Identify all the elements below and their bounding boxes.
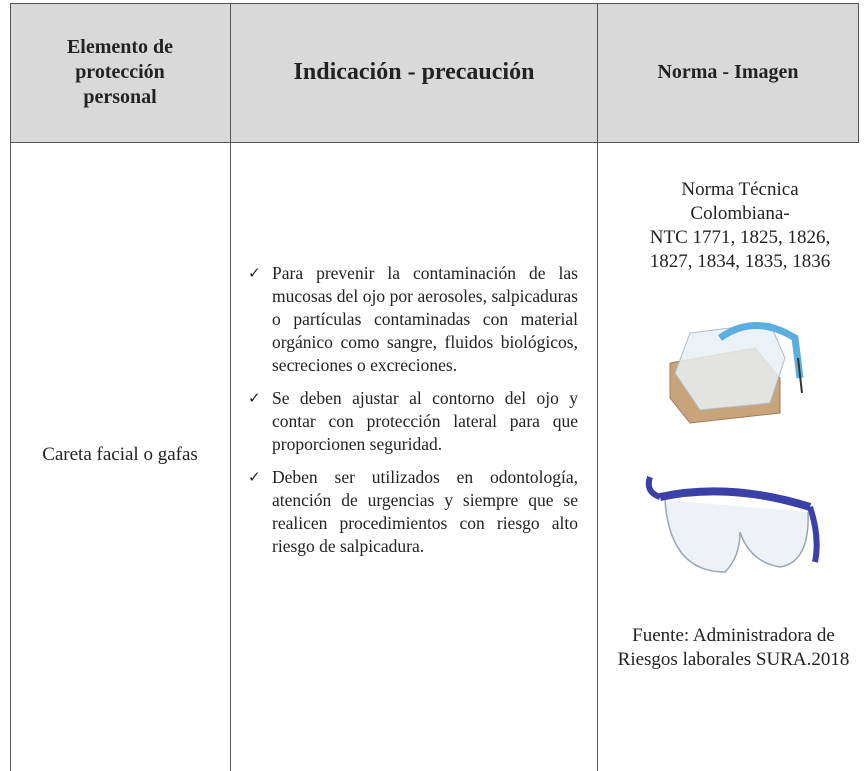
header-cell: Indicación - precaución [231,3,597,142]
indication-list: Para prevenir la contaminación de las mu… [248,262,578,568]
indication: Para prevenir la contaminación de las mu… [248,262,578,377]
glasses-image [645,476,820,573]
border [858,3,859,143]
border [230,3,231,771]
element-text: Careta facial o gafas [42,444,198,465]
header-cell: Norma - Imagen [598,3,858,142]
border [597,3,598,771]
header-text: Indicación - precaución [293,59,535,85]
header-cell: Elemento de protección personal [40,3,200,142]
border [10,3,11,771]
header-background [10,3,858,142]
face-shield-image [669,322,804,424]
header-text: Elemento de protección personal [66,36,174,108]
element-cell: Careta facial o gafas [30,420,210,490]
border [10,142,859,143]
norma-line: NTC 1771, 1825, 1826, 1827, 1834, 1835, … [649,227,831,272]
header-text: Norma - Imagen [657,61,799,83]
indication: Se deben ajustar al contorno del ojo y c… [248,387,578,456]
norma-line: Norma Técnica Colombiana- [681,179,799,224]
border [10,3,859,4]
indication: Deben ser utilizados en odon­tología, at… [248,466,578,558]
source-text: Fuente: Administradora de Riesgos labora… [617,625,850,670]
norma-text: Norma Técnica Colombiana- NTC 1771, 1825… [645,178,835,274]
